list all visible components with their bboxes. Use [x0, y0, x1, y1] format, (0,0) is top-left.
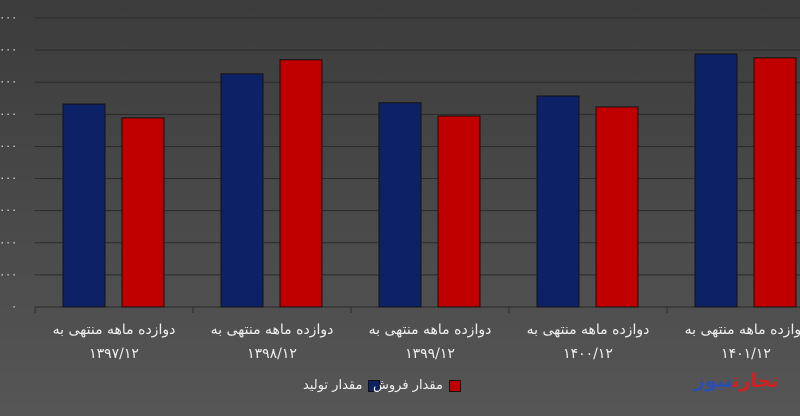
legend-item: مقدار تولید — [303, 378, 381, 393]
brand-part: تجارت — [732, 370, 779, 392]
legend-swatch — [368, 379, 381, 392]
legend-label: مقدار فروش — [373, 378, 443, 393]
bar — [753, 57, 797, 308]
legend-item: مقدار فروش — [373, 378, 461, 393]
brand-logo: تجارتنیوز — [694, 370, 778, 392]
y-tick-label: ۵۰۰۰۰ — [0, 139, 17, 152]
bar — [62, 103, 106, 308]
x-tick-label: دوازده ماهه منتهی به ۱۳۹۹/۱۲ — [368, 322, 492, 362]
legend-swatch — [448, 379, 461, 392]
y-tick-label: ۰ — [11, 300, 17, 313]
y-tick-label: ۳۰۰۰۰ — [0, 204, 17, 217]
y-tick-label: ۲۰۰۰۰ — [0, 236, 17, 249]
y-tick-label: ۶۰۰۰۰ — [0, 107, 17, 120]
bar — [437, 115, 481, 308]
bar — [220, 73, 264, 308]
bar — [121, 117, 165, 308]
bar — [279, 59, 323, 308]
x-tick-label: دوازده ماهه منتهی به ۱۴۰۰/۱۲ — [526, 322, 650, 362]
bar — [378, 102, 422, 308]
y-tick-label: ۷۰۰۰۰ — [0, 75, 17, 88]
y-tick-label: ۹۰۰۰۰ — [0, 11, 17, 24]
bar — [694, 53, 738, 308]
x-tick-label: دوازده ماهه منتهی به ۱۴۰۱/۱۲ — [684, 322, 800, 362]
x-tick-label: دوازده ماهه منتهی به ۱۳۹۷/۱۲ — [52, 322, 176, 362]
legend-label: مقدار تولید — [303, 378, 363, 393]
y-tick-label: ۸۰۰۰۰ — [0, 43, 17, 56]
bar — [595, 106, 639, 308]
brand-part: نیوز — [694, 370, 733, 392]
y-tick-label: ۴۰۰۰۰ — [0, 172, 17, 185]
x-tick-label: دوازده ماهه منتهی به ۱۳۹۸/۱۲ — [210, 322, 334, 362]
bar — [536, 95, 580, 308]
y-tick-label: ۱۰۰۰۰ — [0, 268, 17, 281]
